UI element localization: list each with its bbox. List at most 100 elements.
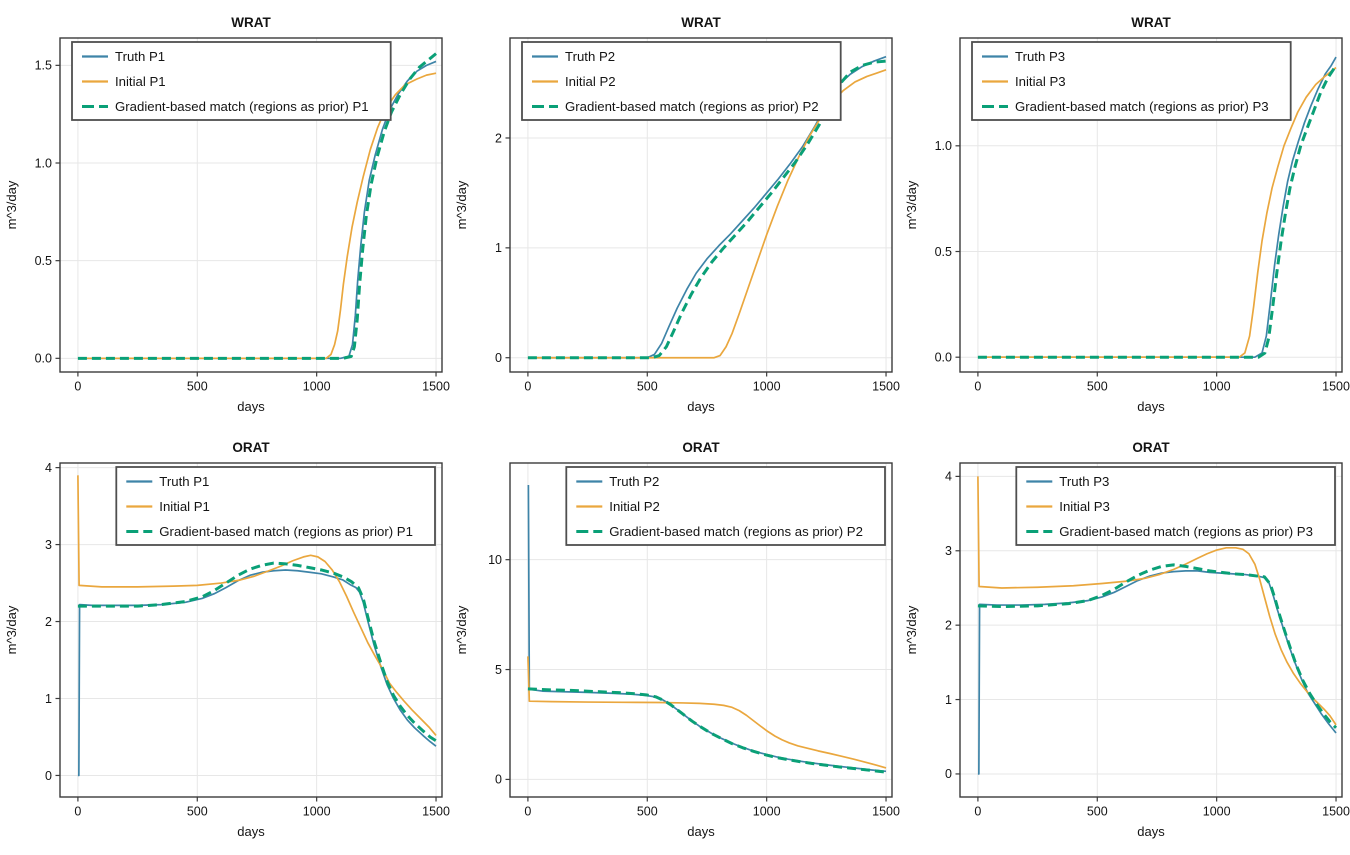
legend-label: Truth P3: [1059, 474, 1109, 489]
series-line-match: [977, 563, 1338, 729]
x-tick-label: 1500: [422, 380, 450, 394]
x-axis-label: days: [1137, 399, 1165, 414]
x-tick-label: 1500: [872, 805, 900, 819]
axes-frame: [59, 37, 443, 373]
y-tick-label: 1: [495, 241, 502, 255]
legend-box: [521, 41, 842, 121]
x-tick-label: 0: [74, 380, 81, 394]
legend-label: Truth P3: [1015, 49, 1065, 64]
legend-label: Gradient-based match (regions as prior) …: [115, 99, 369, 114]
x-tick-label: 1000: [303, 380, 331, 394]
chart-canvas: 0 500 1000 1500 0 1 2 WRAT m^3/day days Truth P2 In…: [454, 15, 900, 414]
legend-box: [71, 41, 392, 121]
x-tick-label: 1500: [1322, 380, 1350, 394]
x-tick-label: 1000: [753, 380, 781, 394]
legend: Truth P1 Initial P1 Gradient-based match (…: [115, 466, 436, 546]
y-tick-label: 0.0: [935, 351, 952, 365]
x-tick-label: 0: [74, 805, 81, 819]
y-tick-label: 1.0: [35, 156, 52, 170]
y-tick-label: 2: [945, 618, 952, 632]
y-axis-label: m^3/day: [4, 180, 19, 229]
x-tick-label: 500: [187, 805, 208, 819]
legend: Truth P3 Initial P3 Gradient-based match (…: [1015, 466, 1336, 546]
x-axis-label: days: [687, 824, 715, 839]
series-line-match: [527, 687, 887, 774]
legend-label: Truth P2: [565, 49, 615, 64]
x-tick-label: 0: [974, 805, 981, 819]
subplot-wrat-p3: 0 500 1000 1500 0.0 0.5 1.0 WRAT m^3/day days Trut…: [900, 0, 1350, 425]
subplot-orat-p1: 0 500 1000 1500 0 1 2 3 4 ORAT m^3/day days Truth P1…: [0, 425, 450, 850]
y-tick-label: 4: [945, 470, 952, 484]
legend-label: Initial P2: [609, 499, 660, 514]
y-tick-label: 1.0: [935, 139, 952, 153]
x-tick-label: 1500: [872, 380, 900, 394]
subplot-wrat-p1: 0 500 1000 1500 0.0 0.5 1.0 1.5 WRAT m^3/day days T…: [0, 0, 450, 425]
x-tick-label: 500: [637, 805, 658, 819]
legend-label: Gradient-based match (regions as prior) …: [159, 524, 413, 539]
y-tick-label: 1: [45, 692, 52, 706]
chart-canvas: 0 500 1000 1500 0 1 2 3 4 ORAT m^3/day days Truth P1…: [4, 440, 450, 839]
series-line-initial: [977, 476, 1337, 726]
legend-box: [971, 41, 1292, 121]
y-axis-label: m^3/day: [454, 605, 469, 654]
series-line-match: [77, 52, 437, 360]
legend-label: Truth P1: [159, 474, 209, 489]
y-tick-label: 10: [488, 553, 502, 567]
y-tick-label: 5: [495, 663, 502, 677]
legend: Truth P2 Initial P2 Gradient-based match (…: [521, 41, 842, 121]
y-tick-label: 0.0: [35, 352, 52, 366]
series-line-initial: [77, 475, 437, 736]
chart-title: ORAT: [1132, 440, 1170, 455]
y-tick-label: 0.5: [35, 254, 52, 268]
axes-frame: [959, 37, 1343, 373]
x-tick-label: 500: [187, 380, 208, 394]
x-tick-label: 1000: [1203, 380, 1231, 394]
chart-title: ORAT: [682, 440, 720, 455]
legend-label: Gradient-based match (regions as prior) …: [1015, 99, 1269, 114]
x-tick-label: 0: [524, 380, 531, 394]
legend-label: Truth P1: [115, 49, 165, 64]
y-axis-label: m^3/day: [4, 605, 19, 654]
y-axis-label: m^3/day: [904, 180, 919, 229]
subplot-orat-p2: 0 500 1000 1500 0 5 10 ORAT m^3/day days Truth P2 I…: [450, 425, 900, 850]
series-line-initial: [527, 69, 887, 359]
legend-label: Gradient-based match (regions as prior) …: [1059, 524, 1313, 539]
x-tick-label: 1000: [1203, 805, 1231, 819]
legend-label: Initial P3: [1015, 74, 1066, 89]
x-axis-label: days: [237, 824, 265, 839]
x-tick-label: 500: [1087, 380, 1108, 394]
axes-frame: [509, 37, 893, 373]
y-tick-label: 1: [945, 693, 952, 707]
axes-frame: [59, 462, 443, 798]
legend: Truth P3 Initial P3 Gradient-based match (…: [971, 41, 1292, 121]
y-tick-label: 0: [945, 767, 952, 781]
x-tick-label: 1500: [422, 805, 450, 819]
series-line-match: [977, 64, 1338, 359]
x-tick-label: 0: [974, 380, 981, 394]
axes-frame: [959, 462, 1343, 798]
series-line-truth: [977, 570, 1337, 775]
series-line-match: [77, 561, 437, 743]
series-line-initial: [527, 656, 887, 769]
legend-label: Gradient-based match (regions as prior) …: [609, 524, 863, 539]
legend-label: Initial P2: [565, 74, 616, 89]
x-axis-label: days: [237, 399, 265, 414]
y-tick-label: 3: [945, 544, 952, 558]
chart-canvas: 0 500 1000 1500 0.0 0.5 1.0 WRAT m^3/day days Trut…: [904, 15, 1350, 414]
chart-title: WRAT: [681, 15, 721, 30]
legend-label: Initial P1: [159, 499, 210, 514]
subplot-wrat-p2: 0 500 1000 1500 0 1 2 WRAT m^3/day days Truth P2 In…: [450, 0, 900, 425]
series-line-initial: [977, 66, 1337, 359]
y-tick-label: 0: [45, 769, 52, 783]
x-axis-label: days: [1137, 824, 1165, 839]
legend-label: Truth P2: [609, 474, 659, 489]
legend-box: [1015, 466, 1336, 546]
subplot-orat-p3: 0 500 1000 1500 0 1 2 3 4 ORAT m^3/day days Truth P3…: [900, 425, 1350, 850]
legend-label: Initial P1: [115, 74, 166, 89]
chart-title: WRAT: [1131, 15, 1171, 30]
y-tick-label: 3: [45, 538, 52, 552]
x-tick-label: 1500: [1322, 805, 1350, 819]
series-line-match: [527, 59, 887, 360]
series-line-truth: [977, 56, 1337, 359]
